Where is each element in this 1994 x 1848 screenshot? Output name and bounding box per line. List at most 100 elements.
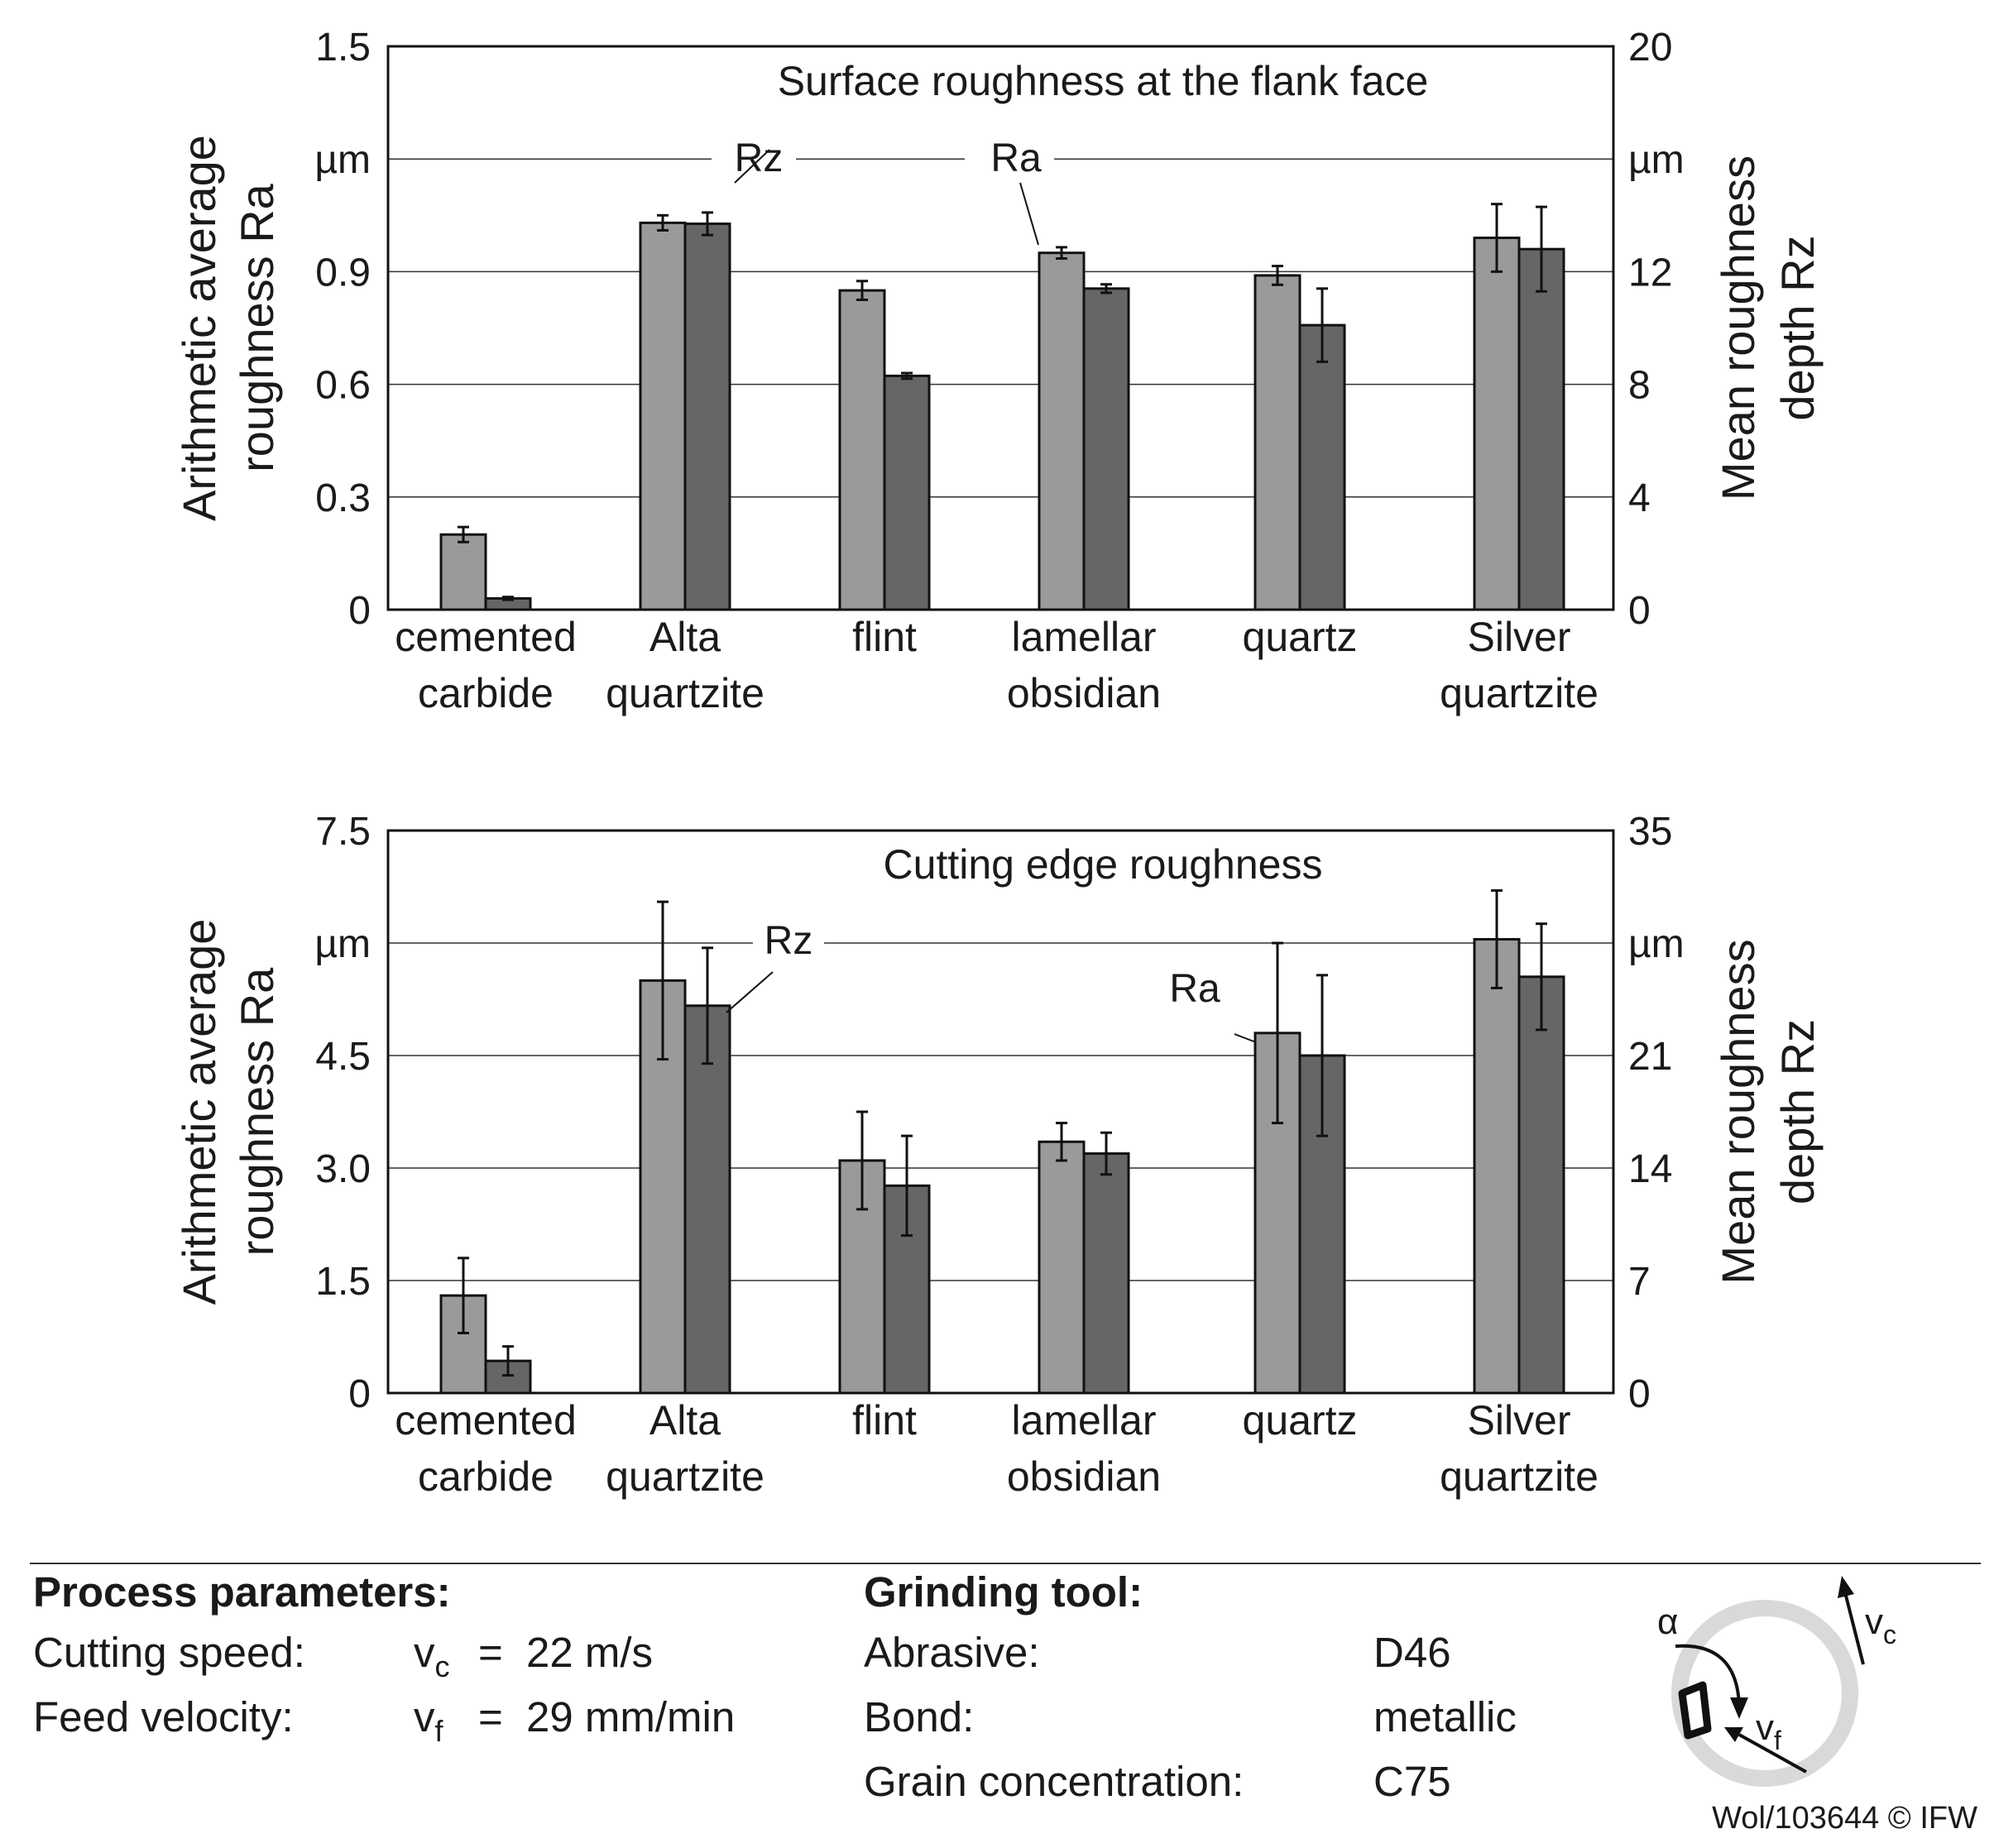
chart-title: Surface roughness at the flank face (778, 58, 1429, 104)
y-tick-right: 0 (1628, 1372, 1651, 1416)
chart-cutting-edge: Cutting edge roughness 0 0 1.5 7 3.0 14 4.5 21 µm… (173, 810, 1824, 1500)
series-label-ra: Ra (1169, 967, 1220, 1011)
y-axis-title-left: roughness Ra (231, 967, 283, 1257)
y-tick-left: 4.5 (315, 1035, 371, 1079)
x-category-label: Alta (649, 1397, 721, 1443)
y-axis-title-right: Mean roughness (1712, 939, 1764, 1284)
bar-ra (1253, 274, 1301, 611)
y-tick-left: 7.5 (315, 810, 371, 854)
x-category-label: flint (852, 614, 917, 660)
process-heading: Process parameters: (33, 1568, 451, 1616)
bar-ra (1038, 251, 1086, 611)
chart-title: Cutting edge roughness (884, 841, 1323, 888)
y-tick-right: 20 (1628, 26, 1672, 69)
x-category-label: quartz (1243, 614, 1358, 660)
bar-rz (1517, 247, 1565, 611)
x-category-label: carbide (418, 670, 554, 716)
tool-heading: Grinding tool: (864, 1568, 1143, 1616)
x-category-label: Silver (1467, 614, 1570, 660)
bar-rz (883, 374, 931, 611)
abrasive-value: D46 (1373, 1629, 1451, 1676)
series-label-ra: Ra (990, 136, 1042, 180)
vf-label: vf (1756, 1707, 1781, 1755)
x-category-label: cemented (395, 614, 577, 660)
abrasive-label: Abrasive: (864, 1629, 1040, 1676)
x-category-label: flint (852, 1397, 917, 1443)
bar-ra (1473, 937, 1521, 1395)
y-tick-right: 8 (1628, 364, 1651, 408)
plot-frame (386, 45, 1615, 611)
cutting-speed-value: 22 m/s (526, 1629, 654, 1676)
feed-velocity-eq: = (478, 1693, 503, 1740)
bar-rz (1082, 1152, 1130, 1395)
bar-rz (1082, 287, 1130, 611)
series-label-rz: Rz (735, 136, 784, 180)
rotation-arrow-icon (1675, 1644, 1741, 1705)
chart-flank-face: Surface roughness at the flank face 0 0 0.3… (173, 26, 1824, 716)
x-category-label: carbide (418, 1453, 554, 1500)
x-category-label: obsidian (1007, 1453, 1161, 1500)
rotation-arrowhead-icon (1730, 1697, 1748, 1719)
x-category-label: lamellar (1011, 614, 1156, 660)
bar-rz (1298, 323, 1346, 611)
bar-rz (683, 1004, 731, 1395)
x-category-label: Alta (649, 614, 721, 660)
y-tick-left: 0.3 (315, 476, 371, 520)
x-category-label: Silver (1467, 1397, 1570, 1443)
feed-velocity-label: Feed velocity: (33, 1693, 294, 1740)
y-tick-left: 1.5 (315, 26, 371, 69)
y-tick-right: 14 (1628, 1147, 1672, 1191)
vc-label: vc (1865, 1601, 1896, 1649)
y-axis-title-left: Arithmetic average (173, 919, 225, 1305)
cutting-speed-symbol: vc (414, 1629, 450, 1683)
y-axis-title-right: depth Rz (1771, 1019, 1824, 1204)
cutting-speed-eq: = (478, 1629, 503, 1676)
feed-velocity-value: 29 mm/min (526, 1693, 736, 1740)
x-category-label: quartzite (606, 670, 765, 716)
y-tick-right: 7 (1628, 1260, 1651, 1304)
y-tick-left: 3.0 (315, 1147, 371, 1191)
unit-label-left: µm (314, 138, 371, 182)
grain-concentration-label: Grain concentration: (864, 1758, 1244, 1805)
unit-label-right: µm (1628, 922, 1685, 966)
copyright-text: Wol/103644 © IFW (1712, 1801, 1977, 1836)
alpha-label: α (1657, 1601, 1678, 1642)
y-tick-right: 0 (1628, 589, 1651, 633)
y-axis-title-left: roughness Ra (231, 183, 283, 472)
leader-line-rz (734, 149, 770, 184)
bar-rz (1517, 975, 1565, 1395)
tool-schematic: α vc vf (1657, 1576, 1896, 1787)
bar-rz (683, 223, 731, 611)
y-axis-title-right: depth Rz (1771, 235, 1824, 420)
x-category-label: quartzite (1440, 1453, 1599, 1500)
grain-concentration-value: C75 (1373, 1758, 1451, 1805)
leader-line-ra (1234, 1033, 1257, 1043)
y-axis-title-left: Arithmetic average (173, 135, 225, 521)
vf-arrow-icon (1738, 1733, 1807, 1774)
x-category-label: quartz (1243, 1397, 1358, 1443)
bar-ra (838, 289, 886, 611)
bar-ra (1473, 237, 1521, 611)
y-tick-left: 0 (348, 1372, 371, 1416)
vc-arrowhead-icon (1838, 1576, 1854, 1598)
vf-arrowhead-icon (1724, 1727, 1743, 1742)
x-category-label: lamellar (1011, 1397, 1156, 1443)
bar-ra (439, 533, 487, 611)
leader-line-rz (726, 971, 774, 1013)
unit-label-right: µm (1628, 138, 1685, 182)
workpiece-icon (1678, 1681, 1712, 1740)
unit-label-left: µm (314, 922, 371, 966)
bar-ra (639, 221, 687, 611)
x-category-label: obsidian (1007, 670, 1161, 716)
x-category-label: quartzite (1440, 670, 1599, 716)
y-tick-right: 35 (1628, 810, 1672, 854)
series-label-rz: Rz (765, 919, 813, 963)
y-tick-right: 4 (1628, 476, 1651, 520)
x-category-label: cemented (395, 1397, 577, 1443)
y-tick-left: 0.6 (315, 364, 371, 408)
y-tick-right: 12 (1628, 251, 1672, 294)
bond-value: metallic (1373, 1693, 1517, 1740)
y-tick-right: 21 (1628, 1035, 1672, 1079)
vc-arrow-icon (1843, 1592, 1865, 1665)
